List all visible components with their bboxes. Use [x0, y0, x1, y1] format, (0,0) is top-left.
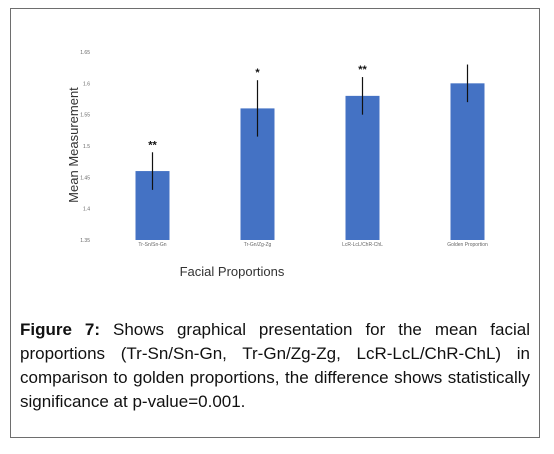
y-tick-label: 1.35: [80, 238, 90, 244]
x-tick-label: Tr-Sn/Sn-Gn: [138, 242, 166, 248]
x-axis-label: Facial Proportions: [180, 264, 285, 279]
bar-chart: Mean Measurement Facial Proportions 1.35…: [66, 50, 488, 279]
figure-caption: Figure 7: Shows graphical presentation f…: [20, 318, 530, 414]
caption-text: Shows graphical presentation for the mea…: [20, 320, 530, 411]
y-tick-label: 1.6: [83, 81, 90, 87]
x-tick-label: LcR-LcL/ChR-ChL: [342, 242, 383, 248]
significance-marker: **: [148, 139, 157, 151]
bar: [345, 95, 380, 240]
x-tick-label: Golden Proportion: [447, 242, 488, 248]
bar: [450, 83, 485, 240]
x-tick-label: Tr-Gn/Zg-Zg: [244, 242, 272, 248]
y-tick-label: 1.55: [80, 113, 90, 119]
y-tick-label: 1.45: [80, 175, 90, 181]
y-axis-label: Mean Measurement: [66, 87, 81, 203]
caption-label: Figure 7:: [20, 320, 101, 339]
y-tick-label: 1.65: [80, 50, 90, 56]
significance-marker: **: [358, 64, 367, 76]
significance-marker: *: [255, 67, 260, 79]
y-tick-label: 1.4: [83, 207, 90, 213]
y-tick-label: 1.5: [83, 144, 90, 150]
